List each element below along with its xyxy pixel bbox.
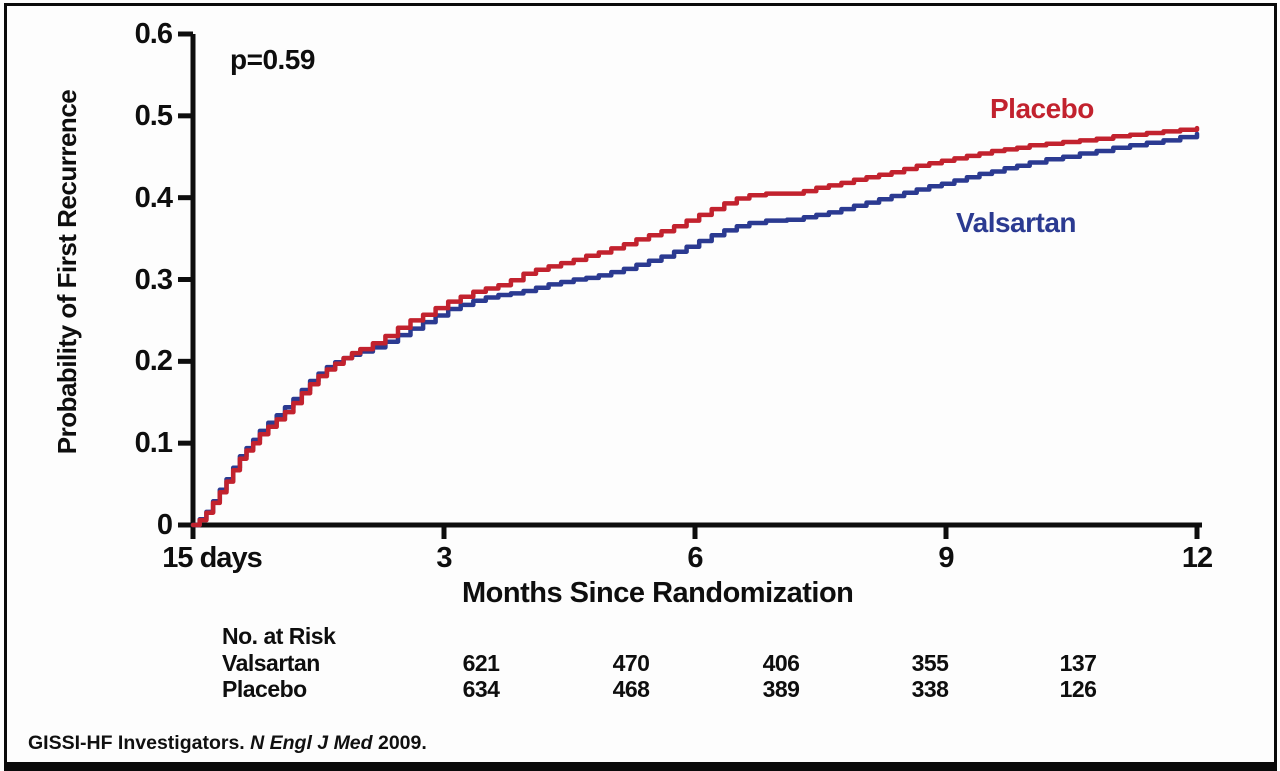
risk-value-placebo-0: 634: [462, 676, 500, 702]
x-tick-label-6: 6: [687, 542, 703, 574]
x-tick-label-12: 12: [1181, 542, 1213, 574]
risk-row-label-valsartan: Valsartan: [222, 650, 320, 676]
y-tick-label-0.2: 0.2: [134, 345, 173, 378]
risk-value-valsartan-1: 470: [612, 650, 650, 676]
risk-value-valsartan-4: 137: [1059, 650, 1097, 676]
risk-value-placebo-4: 126: [1059, 676, 1097, 702]
citation-authors: GISSI-HF Investigators.: [28, 732, 251, 754]
p-value-annotation: p=0.59: [230, 44, 315, 75]
y-tick-label-0.4: 0.4: [134, 181, 173, 214]
citation-journal: N Engl J Med: [250, 732, 373, 754]
risk-value-placebo-2: 389: [762, 676, 800, 702]
risk-value-valsartan-0: 621: [462, 650, 500, 676]
x-tick-label-3: 3: [436, 542, 452, 574]
risk-table-title: No. at Risk: [222, 623, 336, 649]
y-tick-label-0.6: 0.6: [134, 18, 173, 50]
valsartan-curve-label: Valsartan: [956, 207, 1077, 238]
placebo-curve-label: Placebo: [990, 93, 1094, 124]
citation: GISSI-HF Investigators. N Engl J Med 200…: [28, 732, 427, 755]
x-tick-label-9: 9: [938, 542, 954, 574]
x-tick-label-15-days: 15 days: [162, 542, 262, 574]
risk-value-placebo-3: 338: [911, 676, 949, 702]
citation-year: 2009.: [372, 732, 427, 754]
risk-value-valsartan-2: 406: [762, 650, 800, 676]
y-tick-label-0: 0: [156, 509, 173, 541]
y-tick-label-0.3: 0.3: [134, 263, 173, 296]
y-tick-label-0.5: 0.5: [134, 99, 173, 132]
placebo-curve: [190, 125, 1200, 528]
x-axis-title: Months Since Randomization: [462, 577, 854, 609]
valsartan-curve: [190, 131, 1200, 528]
risk-value-placebo-1: 468: [612, 676, 650, 702]
y-axis-title: Probability of First Recurrence: [52, 89, 82, 455]
risk-row-label-placebo: Placebo: [222, 676, 307, 702]
y-tick-label-0.1: 0.1: [134, 427, 173, 460]
risk-value-valsartan-3: 355: [911, 650, 949, 676]
